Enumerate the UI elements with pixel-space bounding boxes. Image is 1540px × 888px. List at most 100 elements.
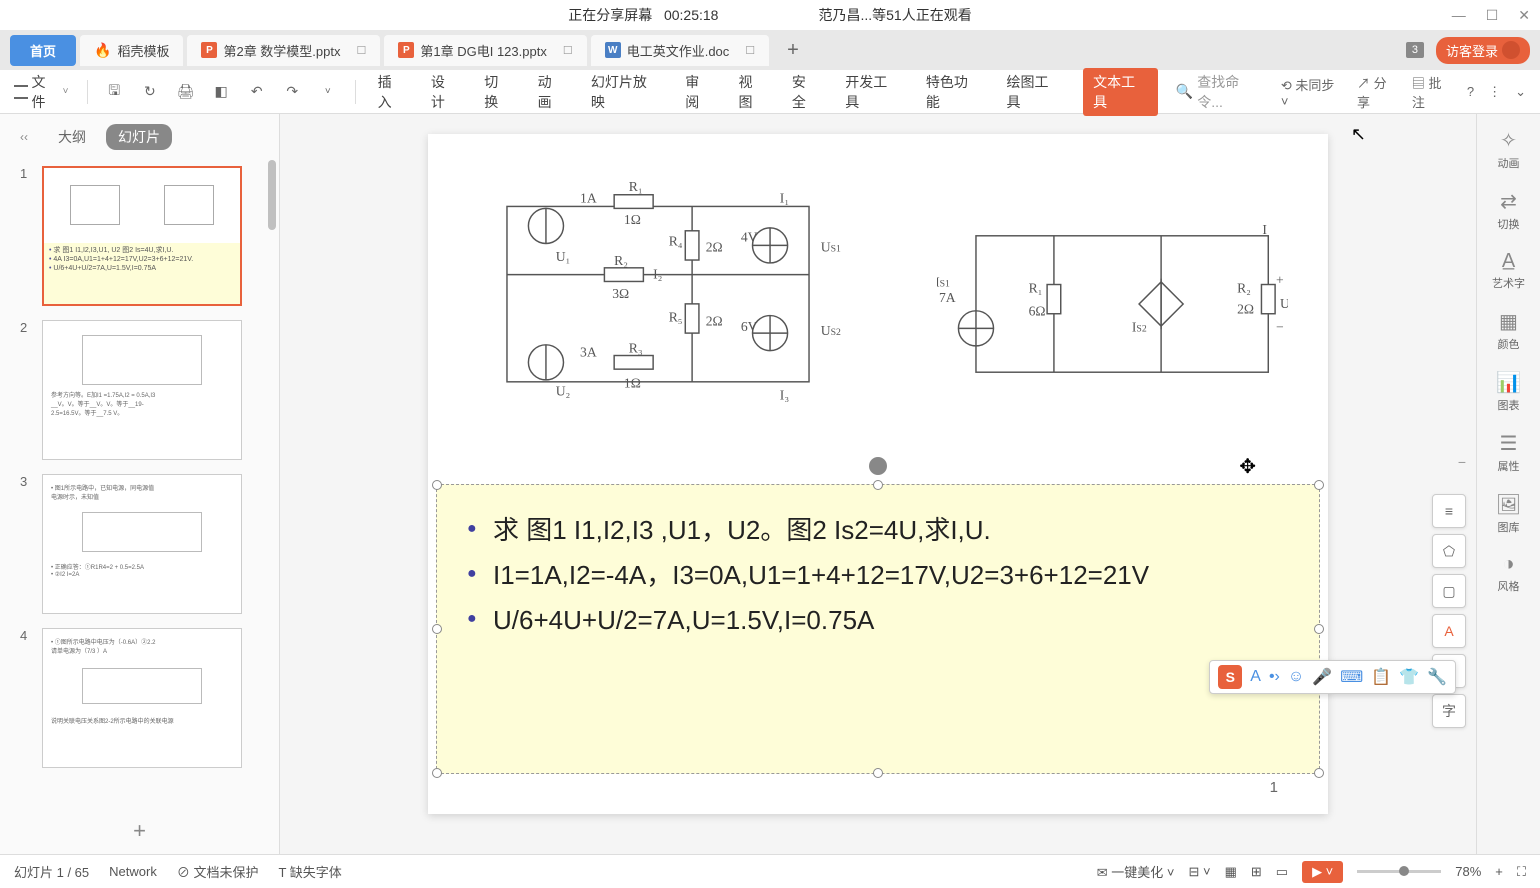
collapse-panel-icon[interactable]: ‹‹ (20, 130, 28, 144)
layers-icon[interactable]: ≡ (1432, 494, 1466, 528)
char-icon[interactable]: 字 (1432, 694, 1466, 728)
note-button[interactable]: ▤ 批注 (1412, 73, 1453, 111)
bullet-line[interactable]: U/6+4U+U/2=7A,U=1.5V,I=0.75A (467, 601, 1289, 640)
ime-keyboard-icon[interactable]: ⌨ (1340, 667, 1363, 687)
bullet-line[interactable]: 求 图1 I1,I2,I3 ,U1，U2。图2 Is2=4U,求I,U. (467, 511, 1289, 550)
ribbon-insert[interactable]: 插入 (374, 70, 409, 114)
ribbon-draw[interactable]: 绘图工具 (1003, 70, 1066, 114)
slide-canvas[interactable]: 1AR₁1Ω I₁U₁ R₄2Ω 4VUS1 R₂I₂3Ω R₅2Ω 6VUS2… (280, 114, 1476, 854)
slide-thumb-1[interactable]: 求 图1 I1,I2,I3,U1, U2 图2 Is=4U,求I,U. 4A I… (42, 166, 242, 306)
redo-icon[interactable]: ↷ (284, 83, 302, 101)
rp-library[interactable]: 🖼图库 (1496, 492, 1521, 535)
close-icon[interactable]: ✕ (1518, 7, 1530, 24)
help-icon[interactable]: ? (1467, 84, 1474, 99)
ribbon-view[interactable]: 视图 (735, 70, 770, 114)
resize-handle[interactable] (432, 480, 442, 490)
zoom-in-icon[interactable]: + (1495, 864, 1503, 879)
close-icon[interactable]: ☐ (357, 44, 367, 57)
ribbon-animation[interactable]: 动画 (534, 70, 569, 114)
protect-label[interactable]: ⊘ 文档未保护 (177, 862, 259, 881)
add-tab-button[interactable]: + (773, 39, 813, 62)
rp-favorite[interactable]: ✧动画 (1498, 128, 1520, 171)
close-icon[interactable]: ☐ (745, 44, 755, 57)
scrollbar-thumb[interactable] (268, 160, 276, 230)
text-color-icon[interactable]: A (1432, 614, 1466, 648)
slide-thumb-3[interactable]: • 图1所示电路中，已知电源，同电源值电源时示，未知值 • 正确应答：①R1R4… (42, 474, 242, 614)
tab-home[interactable]: 首页 (10, 35, 76, 66)
collapse-ribbon-icon[interactable]: ⌄ (1515, 84, 1526, 100)
panel-tab-slides[interactable]: 幻灯片 (106, 124, 172, 150)
ribbon-slideshow[interactable]: 幻灯片放映 (587, 70, 663, 114)
ime-voice-icon[interactable]: 🎤 (1312, 667, 1332, 687)
ribbon-special[interactable]: 特色功能 (922, 70, 985, 114)
ime-clip-icon[interactable]: 📋 (1371, 667, 1391, 687)
crop-icon[interactable]: ▢ (1432, 574, 1466, 608)
ribbon-dev[interactable]: 开发工具 (841, 70, 904, 114)
login-button[interactable]: 访客登录 (1436, 37, 1530, 64)
share-button[interactable]: ↗ 分享 (1357, 73, 1398, 111)
rp-color[interactable]: ▦颜色 (1498, 309, 1520, 352)
view-reading-icon[interactable]: ▭ (1276, 864, 1288, 880)
maximize-icon[interactable]: ☐ (1486, 7, 1499, 24)
network-label[interactable]: Network (109, 864, 157, 879)
resize-handle[interactable] (873, 480, 883, 490)
rotate-handle[interactable] (869, 457, 887, 475)
ribbon-text-tools[interactable]: 文本工具 (1083, 68, 1158, 116)
tab-doc-4[interactable]: W电工英文作业.doc☐ (591, 35, 769, 66)
ime-punct-icon[interactable]: •› (1269, 668, 1280, 686)
resize-handle[interactable] (1314, 480, 1324, 490)
file-menu[interactable]: 文件 ˅ (14, 72, 69, 112)
slide-thumb-4[interactable]: • ①图所示电路中电压为（-0.6A）②2.2请单电源为（7/3 ）A 说明关联… (42, 628, 242, 768)
tab-doc-3[interactable]: P第1章 DG电I 123.pptx☐ (384, 35, 586, 66)
play-button[interactable]: ▶ ˅ (1302, 861, 1343, 883)
font-missing-label[interactable]: T 缺失字体 (278, 862, 341, 881)
thumbnails[interactable]: 1 求 图1 I1,I2,I3,U1, U2 图2 Is=4U,求I,U. 4A… (0, 160, 279, 808)
view-sorter-icon[interactable]: ⊞ (1251, 864, 1262, 880)
bullet-line[interactable]: I1=1A,I2=-4A，I3=0A,U1=1+4+12=17V,U2=3+6+… (467, 556, 1289, 595)
notes-icon[interactable]: ⊟ ˅ (1188, 864, 1210, 880)
search-box[interactable]: 🔍 查找命令... (1176, 72, 1263, 112)
ribbon-review[interactable]: 审阅 (681, 70, 716, 114)
resize-handle[interactable] (1314, 768, 1324, 778)
rp-chart[interactable]: 📊图表 (1496, 370, 1521, 413)
view-normal-icon[interactable]: ▦ (1225, 864, 1237, 880)
more-icon[interactable]: ⋮ (1488, 84, 1501, 100)
dropdown-icon[interactable]: ˅ (319, 83, 337, 101)
preview-icon[interactable]: ◧ (212, 83, 230, 101)
sync-button[interactable]: ⟲ 未同步 ˅ (1281, 75, 1343, 109)
ribbon-design[interactable]: 设计 (427, 70, 462, 114)
zoom-out-icon[interactable]: − (1458, 454, 1466, 470)
tab-templates[interactable]: 🔥稻壳模板 (80, 35, 183, 66)
fit-icon[interactable]: ⛶ (1517, 864, 1526, 880)
minimize-icon[interactable]: — (1452, 7, 1466, 24)
ime-emoji-icon[interactable]: ☺ (1288, 668, 1304, 686)
ime-tool-icon[interactable]: 🔧 (1427, 667, 1447, 687)
page-indicator[interactable]: 幻灯片 1 / 65 (14, 862, 89, 881)
resize-handle[interactable] (873, 768, 883, 778)
zoom-value[interactable]: 78% (1455, 864, 1481, 879)
beautify-button[interactable]: ✉ 一键美化 ˅ (1097, 862, 1175, 881)
ime-skin-icon[interactable]: 👕 (1399, 667, 1419, 687)
panel-tab-outline[interactable]: 大纲 (58, 127, 86, 147)
rp-wordart[interactable]: A̲艺术字 (1492, 250, 1525, 291)
resize-handle[interactable] (1314, 624, 1324, 634)
shape-icon[interactable]: ⬠ (1432, 534, 1466, 568)
ribbon-transition[interactable]: 切换 (480, 70, 515, 114)
rp-style[interactable]: ◑风格 (1498, 553, 1520, 594)
save-icon[interactable]: 🖫 (105, 83, 123, 101)
close-icon[interactable]: ☐ (563, 44, 573, 57)
rp-property[interactable]: ☰属性 (1498, 431, 1520, 474)
notification-badge[interactable]: 3 (1406, 42, 1424, 58)
ribbon-security[interactable]: 安全 (788, 70, 823, 114)
resize-handle[interactable] (432, 768, 442, 778)
export-icon[interactable]: ↻ (141, 83, 159, 101)
selected-textbox[interactable]: 求 图1 I1,I2,I3 ,U1，U2。图2 Is2=4U,求I,U. I1=… (436, 484, 1320, 774)
tab-doc-2[interactable]: P第2章 数学模型.pptx☐ (187, 35, 380, 66)
rp-transition[interactable]: ⇄切换 (1498, 189, 1520, 232)
ime-toolbar[interactable]: S A •› ☺ 🎤 ⌨ 📋 👕 🔧 (1209, 660, 1456, 694)
ime-text-icon[interactable]: A (1250, 668, 1261, 686)
slide-thumb-2[interactable]: 参考方向等。E加I1 =1.75A,I2 = 0.5A,I3__V。V。等于__… (42, 320, 242, 460)
add-slide-button[interactable]: + (0, 808, 279, 854)
resize-handle[interactable] (432, 624, 442, 634)
undo-icon[interactable]: ↶ (248, 83, 266, 101)
